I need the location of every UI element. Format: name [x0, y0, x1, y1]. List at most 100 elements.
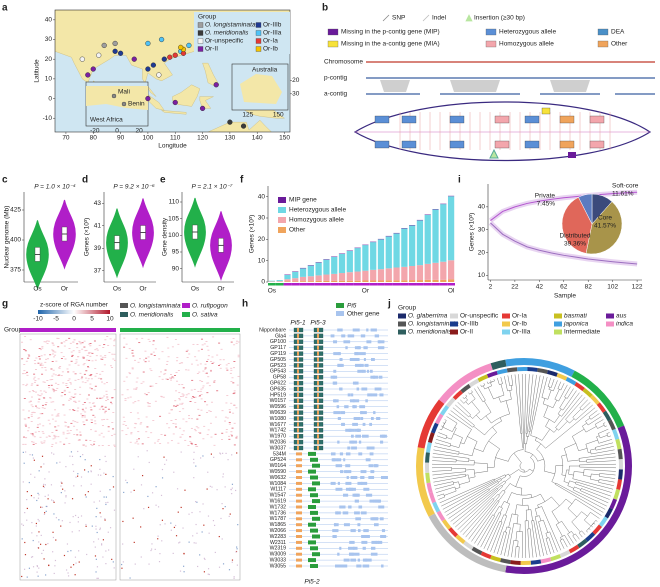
branch — [450, 410, 474, 428]
branch — [452, 488, 497, 525]
heatmap-cell — [230, 434, 233, 436]
heatmap-cell — [202, 370, 205, 372]
heatmap-cell — [211, 363, 214, 364]
heatmap-cell — [75, 361, 78, 363]
heatmap-cell — [135, 338, 138, 340]
heatmap-cell — [76, 410, 79, 412]
subgroup-ring — [537, 367, 548, 374]
group-ring — [438, 363, 493, 404]
heatmap-cell — [102, 436, 105, 438]
heatmap-cell — [72, 564, 75, 566]
heatmap-cell — [213, 456, 215, 458]
heatmap-cell — [49, 397, 52, 399]
pi5-exon — [297, 434, 299, 439]
legend-label: Or-IIIb — [460, 321, 479, 328]
branch-arc — [583, 469, 585, 476]
heatmap-cell — [45, 574, 47, 576]
heatmap-cell — [53, 501, 55, 503]
heatmap-cell — [128, 372, 131, 374]
heatmap-cell — [60, 358, 63, 359]
bar-segment — [385, 236, 392, 269]
heatmap-cell — [68, 337, 71, 339]
heatmap-cell — [32, 411, 35, 413]
heatmap-cell — [101, 405, 104, 407]
branch — [604, 425, 607, 427]
branch — [603, 422, 606, 424]
heatmap-cell — [52, 500, 54, 502]
branch — [446, 416, 458, 424]
heatmap-cell — [94, 420, 97, 422]
other-gene — [355, 493, 360, 497]
heatmap-cell — [155, 504, 157, 506]
branch-arc — [472, 425, 475, 428]
branch — [500, 476, 507, 480]
branch — [468, 476, 476, 479]
heatmap-cell — [84, 459, 86, 461]
pi5-gene — [310, 457, 318, 462]
other-gene — [333, 352, 341, 356]
group-ring — [417, 399, 445, 449]
heatmap-cell — [89, 406, 92, 408]
heatmap-cell — [194, 356, 197, 358]
heatmap-cell — [235, 435, 238, 437]
heatmap-cell — [87, 394, 90, 396]
heatmap-cell — [74, 393, 77, 395]
heatmap-cell — [206, 345, 209, 347]
subgroup-ring — [426, 482, 433, 494]
heatmap-cell — [80, 485, 82, 487]
other-gene — [380, 476, 388, 479]
heatmap-cell — [32, 539, 34, 542]
group-bar — [361, 283, 370, 286]
row-name: W1732 — [270, 504, 287, 510]
bar-segment — [447, 260, 455, 280]
group-bar — [120, 328, 240, 332]
heatmap-cell — [93, 340, 96, 342]
branch — [584, 519, 592, 527]
heatmap-cell — [73, 339, 76, 341]
x-tick-label: 80 — [90, 135, 98, 142]
heatmap-cell — [33, 376, 36, 378]
branch-arc — [579, 407, 583, 411]
x-tick-label: 82 — [585, 284, 593, 291]
heatmap-cell — [37, 401, 40, 403]
heatmap-cell — [111, 353, 114, 355]
other-gene — [354, 428, 359, 432]
heatmap-cell — [222, 359, 225, 361]
bar-segment — [292, 278, 299, 282]
heatmap-cell — [190, 418, 193, 420]
heatmap-cell — [66, 387, 69, 388]
heatmap-cell — [232, 382, 235, 384]
subgroup-ring — [427, 432, 435, 444]
heatmap-cell — [126, 389, 129, 391]
other-gene — [334, 523, 339, 527]
legend-swatch — [606, 321, 614, 327]
heatmap-cell — [172, 552, 174, 555]
heatmap-cell — [45, 543, 47, 546]
heatmap-cell — [151, 543, 153, 545]
branch — [514, 504, 518, 515]
heatmap-cell — [177, 511, 179, 513]
other-gene — [337, 328, 343, 332]
row-name: GP117 — [270, 345, 286, 351]
row-name: W2311 — [270, 540, 286, 546]
heatmap-cell — [177, 343, 180, 345]
map-point — [178, 44, 184, 50]
heatmap-cell — [74, 556, 77, 558]
branch — [595, 446, 614, 451]
p-value: P = 2.1 × 10⁻⁷ — [191, 184, 233, 191]
heatmap-cell — [103, 364, 106, 366]
other-gene — [354, 381, 359, 385]
heatmap-cell — [232, 338, 235, 339]
heatmap-cell — [52, 369, 55, 371]
legend-label: O. meridionalis — [205, 30, 249, 37]
legend-label: Other gene — [347, 311, 380, 318]
legend-label: Homozygous allele — [499, 41, 554, 48]
other-gene — [347, 446, 351, 450]
pi5-exon — [297, 392, 299, 397]
heatmap-cell — [179, 396, 182, 398]
heatmap-cell — [211, 356, 214, 358]
heatmap-cell — [78, 550, 80, 552]
branch — [555, 484, 604, 513]
heatmap-cell — [59, 441, 62, 443]
heatmap-cell — [30, 556, 33, 558]
